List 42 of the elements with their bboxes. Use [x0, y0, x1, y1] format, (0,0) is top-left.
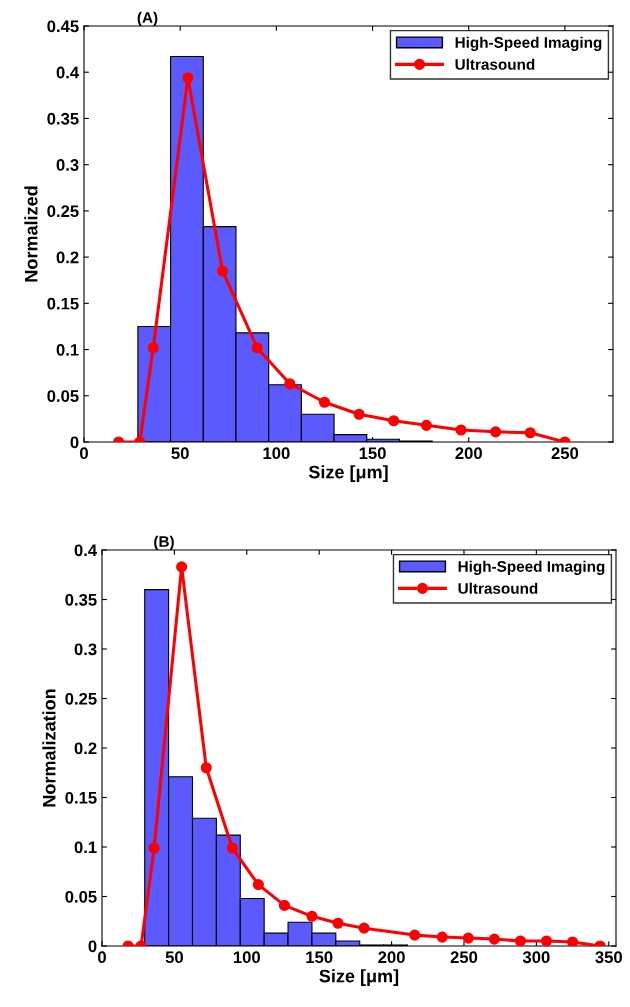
y-tick-label: 0.15 — [47, 297, 79, 310]
x-tick-label: 250 — [551, 447, 579, 460]
x-tick-label: 50 — [165, 951, 183, 964]
x-tick-label: 350 — [595, 951, 622, 964]
chart-title: (A) — [137, 11, 158, 26]
x-tick-label: 300 — [522, 951, 550, 964]
y-tick-label: 0.4 — [56, 66, 80, 79]
x-tick-label: 0 — [98, 951, 106, 964]
chart-title: (B) — [154, 535, 174, 550]
x-tick-label: 50 — [171, 447, 189, 460]
y-axis-title: Normalized — [24, 186, 38, 282]
x-axis-title: Size [μm] — [308, 465, 388, 483]
x-tick-label: 150 — [306, 951, 333, 964]
x-tick-label: 250 — [450, 951, 478, 964]
y-tick-label: 0.2 — [56, 251, 79, 264]
y-tick-label: 0.05 — [47, 390, 79, 402]
y-tick-label: 0 — [70, 436, 79, 449]
y-tick-label: 0.1 — [74, 841, 97, 854]
x-axis-title: Size [μm] — [319, 969, 399, 987]
legend-label: High-Speed Imaging — [458, 560, 605, 575]
y-tick-label: 0.1 — [56, 343, 79, 356]
y-tick-label: 0.2 — [74, 742, 97, 755]
y-tick-label: 0.05 — [65, 890, 97, 903]
y-tick-label: 0.4 — [74, 544, 98, 557]
y-tick-label: 0.3 — [74, 643, 97, 656]
y-tick-label: 0.45 — [47, 20, 79, 33]
legend-label: High-Speed Imaging — [455, 36, 602, 51]
y-tick-label: 0 — [88, 940, 97, 953]
legend-label: Ultrasound — [458, 582, 538, 594]
x-tick-label: 200 — [455, 447, 482, 460]
y-axis-title: Normalization — [42, 689, 56, 807]
y-tick-label: 0.3 — [56, 159, 79, 171]
y-tick-label: 0.25 — [47, 205, 79, 218]
x-tick-label: 200 — [378, 951, 405, 964]
y-tick-label: 0.25 — [65, 692, 97, 705]
y-tick-label: 0.35 — [47, 112, 79, 125]
x-tick-label: 100 — [263, 447, 290, 460]
legend-label: Ultrasound — [455, 58, 535, 70]
x-tick-label: 100 — [233, 951, 261, 964]
y-tick-label: 0.15 — [65, 791, 97, 804]
x-tick-label: 150 — [359, 447, 386, 460]
y-tick-label: 0.35 — [65, 593, 97, 606]
